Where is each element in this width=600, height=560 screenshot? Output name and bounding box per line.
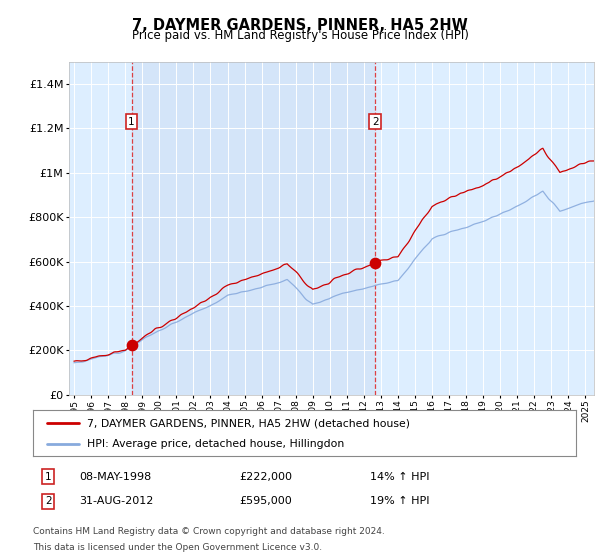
Text: 2: 2 xyxy=(45,496,52,506)
Text: 2: 2 xyxy=(372,116,379,127)
Text: 31-AUG-2012: 31-AUG-2012 xyxy=(79,496,154,506)
Text: 7, DAYMER GARDENS, PINNER, HA5 2HW: 7, DAYMER GARDENS, PINNER, HA5 2HW xyxy=(132,18,468,33)
Text: This data is licensed under the Open Government Licence v3.0.: This data is licensed under the Open Gov… xyxy=(33,543,322,552)
Text: 1: 1 xyxy=(128,116,135,127)
Text: Price paid vs. HM Land Registry's House Price Index (HPI): Price paid vs. HM Land Registry's House … xyxy=(131,29,469,42)
Text: £222,000: £222,000 xyxy=(239,472,292,482)
Text: £595,000: £595,000 xyxy=(239,496,292,506)
Text: Contains HM Land Registry data © Crown copyright and database right 2024.: Contains HM Land Registry data © Crown c… xyxy=(33,527,385,536)
Point xyxy=(371,258,380,267)
Text: 7, DAYMER GARDENS, PINNER, HA5 2HW (detached house): 7, DAYMER GARDENS, PINNER, HA5 2HW (deta… xyxy=(88,418,410,428)
Text: 14% ↑ HPI: 14% ↑ HPI xyxy=(370,472,429,482)
Text: 1: 1 xyxy=(45,472,52,482)
Text: 19% ↑ HPI: 19% ↑ HPI xyxy=(370,496,429,506)
Bar xyxy=(131,62,376,395)
Point xyxy=(127,341,136,350)
Text: 08-MAY-1998: 08-MAY-1998 xyxy=(79,472,151,482)
Text: HPI: Average price, detached house, Hillingdon: HPI: Average price, detached house, Hill… xyxy=(88,438,344,449)
